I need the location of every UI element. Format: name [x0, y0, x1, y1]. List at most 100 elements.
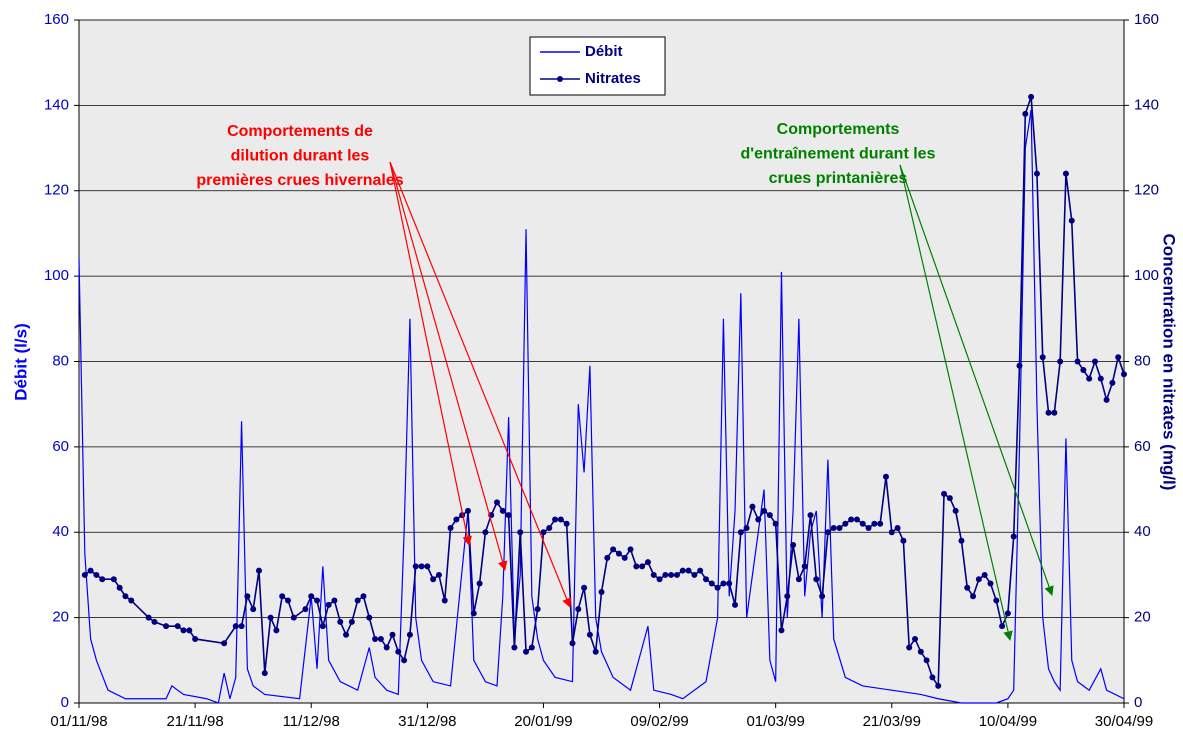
arrow [389, 161, 572, 608]
data-point [819, 593, 826, 600]
data-point [517, 529, 524, 536]
data-point [581, 584, 588, 591]
data-point [575, 606, 582, 613]
y2-tick-label: 140 [1134, 96, 1159, 113]
y2-tick-label: 0 [1134, 694, 1142, 711]
data-point [273, 627, 280, 634]
data-point [1022, 110, 1029, 117]
data-point [743, 524, 750, 531]
data-point [343, 631, 350, 638]
data-point [970, 593, 977, 600]
legend-box [529, 36, 666, 96]
data-point [447, 524, 454, 531]
annotation: crues printanières [769, 170, 908, 187]
data-point [813, 576, 820, 583]
data-point [145, 614, 152, 621]
data-point [424, 563, 431, 570]
data-point [784, 593, 791, 600]
data-point [656, 576, 663, 583]
data-point [708, 580, 715, 587]
data-point [348, 618, 355, 625]
data-point [795, 576, 802, 583]
data-point [232, 623, 239, 630]
data-point [923, 657, 930, 664]
annotation: dilution durant les [231, 148, 370, 165]
data-point [877, 520, 884, 527]
data-point [1097, 375, 1104, 382]
data-point [290, 614, 297, 621]
data-point [354, 597, 361, 604]
data-point [116, 584, 123, 591]
data-point [1039, 354, 1046, 361]
y2-tick-label: 100 [1134, 267, 1159, 284]
data-point [662, 571, 669, 578]
data-point [981, 571, 988, 578]
data-point [308, 593, 315, 600]
data-point [244, 593, 251, 600]
data-point [99, 576, 106, 583]
data-point [755, 516, 762, 523]
data-point [1091, 358, 1098, 365]
data-point [859, 520, 866, 527]
data-point [395, 648, 402, 655]
data-point [592, 648, 599, 655]
y-tick-label: 100 [44, 267, 69, 284]
data-point [1080, 367, 1087, 374]
data-point [610, 546, 617, 553]
data-point [412, 563, 419, 570]
data-point [87, 567, 94, 574]
data-point [749, 503, 756, 510]
x-tick-label: 30/04/99 [1095, 713, 1153, 730]
data-point [790, 542, 797, 549]
data-point [824, 529, 831, 536]
data-point [511, 644, 518, 651]
data-point [279, 593, 286, 600]
data-point [482, 529, 489, 536]
data-point [401, 657, 408, 664]
data-point [540, 529, 547, 536]
data-point [418, 563, 425, 570]
data-point [848, 516, 855, 523]
x-tick-label: 11/12/98 [283, 713, 340, 730]
data-point [888, 529, 895, 536]
y-tick-label: 20 [52, 609, 69, 626]
data-point [406, 631, 413, 638]
data-point [685, 567, 692, 574]
data-point [1051, 409, 1058, 416]
data-point [1010, 533, 1017, 540]
y-tick-label: 40 [52, 523, 69, 540]
data-point [1057, 358, 1064, 365]
data-point [238, 623, 245, 630]
grid [74, 19, 1129, 708]
data-point [772, 520, 779, 527]
data-point [766, 512, 773, 519]
data-point [975, 576, 982, 583]
annotation: Comportements de [227, 123, 373, 140]
x-tick-label: 21/03/99 [863, 713, 921, 730]
y2-tick-label: 160 [1134, 11, 1159, 28]
data-point [546, 524, 553, 531]
data-point [894, 524, 901, 531]
data-point [691, 571, 698, 578]
data-point [621, 554, 628, 561]
data-point [935, 682, 942, 689]
data-point [453, 516, 460, 523]
annotation: premières crues hivernales [196, 172, 403, 189]
y-tick-label: 160 [44, 11, 69, 28]
annotation: d'entraînement durant les [741, 146, 936, 163]
data-point [383, 644, 390, 651]
data-point [569, 640, 576, 647]
arrow [899, 164, 1013, 641]
y-tick-label: 80 [52, 352, 69, 369]
data-point [993, 597, 1000, 604]
data-point [192, 635, 199, 642]
arrows [389, 161, 1054, 641]
data-point [639, 563, 646, 570]
x-tick-label: 01/03/99 [746, 713, 804, 730]
data-point [627, 546, 634, 553]
data-point [586, 631, 593, 638]
data-point [186, 627, 193, 634]
data-line [78, 109, 1125, 704]
data-point [871, 520, 878, 527]
